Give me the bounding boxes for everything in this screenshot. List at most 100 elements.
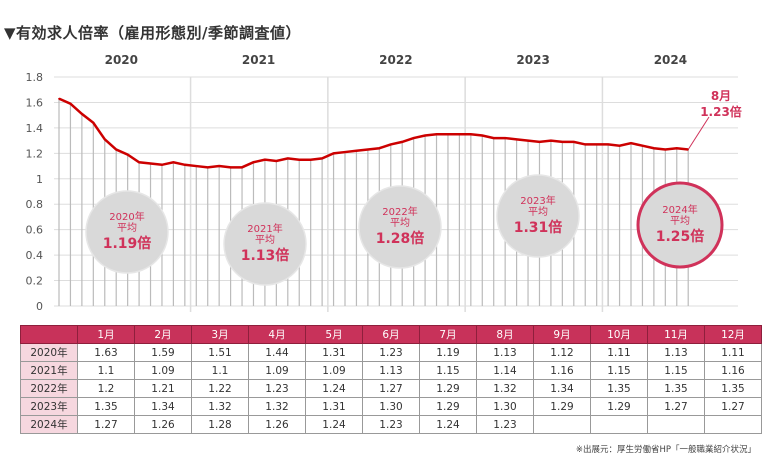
value-cell: 1.23	[362, 415, 420, 434]
value-cell: 1.15	[590, 361, 648, 380]
table-header: 1月 2月 3月 4月 5月 6月 7月 8月 9月 10月 11月 12月	[20, 325, 762, 344]
value-cell: 1.13	[647, 343, 705, 362]
value-cell	[590, 415, 648, 434]
average-year: 2024年	[662, 203, 697, 216]
value-cell: 1.44	[248, 343, 306, 362]
value-cell: 1.22	[191, 379, 249, 398]
value-cell: 1.34	[533, 379, 591, 398]
data-point	[630, 142, 632, 144]
data-point	[149, 162, 152, 165]
year-cell: 2024年	[20, 415, 78, 434]
data-point	[195, 165, 198, 167]
data-point	[550, 139, 552, 142]
y-tick-label: 0.4	[26, 249, 44, 262]
y-tick-label: 0.6	[26, 224, 44, 237]
value-cell: 1.63	[77, 343, 135, 362]
data-point	[69, 102, 72, 105]
value-cell: 1.59	[134, 343, 192, 362]
value-cell: 1.1	[77, 361, 135, 380]
average-label: 平均	[255, 234, 275, 246]
data-point	[355, 149, 358, 152]
value-cell: 1.35	[590, 379, 648, 398]
table-row: 2020年 1.63 1.59 1.51 1.44 1.31 1.23 1.19 1.13 1.1…	[20, 343, 762, 362]
value-cell: 1.16	[704, 361, 762, 380]
value-cell	[704, 415, 762, 434]
month-header: 3月	[191, 325, 249, 344]
data-point	[184, 163, 186, 166]
year-label: 2022	[379, 53, 412, 67]
year-label: 2021	[242, 53, 275, 67]
month-header: 10月	[590, 325, 648, 344]
year-cell: 2020年	[20, 343, 78, 362]
table-row: 2022年 1.2 1.21 1.22 1.23 1.24 1.27 1.29 1.32 1.34…	[20, 379, 762, 398]
value-cell: 1.32	[248, 397, 306, 416]
value-cell: 1.29	[590, 397, 648, 416]
data-point	[389, 143, 392, 146]
average-circle	[358, 185, 442, 269]
y-tick-label: 0.8	[26, 198, 44, 211]
value-cell: 1.27	[77, 415, 135, 434]
value-cell: 1.26	[248, 415, 306, 434]
value-cell	[647, 415, 705, 434]
value-cell: 1.24	[305, 415, 363, 434]
average-year: 2020年	[109, 210, 144, 223]
data-point	[492, 137, 495, 139]
data-point	[653, 147, 655, 150]
series-line	[58, 97, 689, 169]
value-cell: 1.24	[419, 415, 477, 434]
data-point	[241, 166, 243, 169]
source-note: ※出展元：厚生労働省HP「一般職業紹介状況」	[575, 445, 756, 455]
data-point	[161, 163, 163, 166]
value-cell: 1.11	[704, 343, 762, 362]
value-cell: 1.14	[476, 361, 534, 380]
year-label: 2023	[516, 53, 549, 67]
data-point	[103, 138, 106, 141]
y-tick-label: 0	[36, 300, 43, 313]
value-cell: 1.31	[305, 343, 363, 362]
y-tick-label: 1.4	[26, 122, 44, 135]
data-point	[275, 160, 278, 162]
y-tick-label: 1.6	[26, 96, 44, 109]
value-cell: 1.32	[476, 379, 534, 398]
value-cell: 1.51	[191, 343, 249, 362]
value-cell: 1.27	[362, 379, 420, 398]
month-header: 2月	[134, 325, 192, 344]
table-row: 2021年 1.1 1.09 1.1 1.09 1.09 1.13 1.15 1.14 1.16 1…	[20, 361, 762, 380]
value-cell: 1.12	[533, 343, 591, 362]
data-table: 1月 2月 3月 4月 5月 6月 7月 8月 9月 10月 11月 12月 2020年 1.63 1.59…	[20, 325, 762, 434]
data-point	[447, 133, 449, 136]
average-value: 1.25倍	[656, 228, 705, 245]
average-label: 平均	[528, 206, 548, 218]
value-cell: 1.11	[590, 343, 648, 362]
month-header: 11月	[647, 325, 705, 344]
data-point	[641, 144, 644, 147]
average-circle	[636, 181, 724, 269]
value-cell: 1.13	[476, 343, 534, 362]
data-point	[344, 151, 346, 153]
data-point	[92, 122, 95, 124]
data-point	[504, 137, 506, 139]
data-point	[435, 133, 438, 136]
average-label: 平均	[670, 215, 690, 227]
data-point	[401, 141, 404, 143]
data-point	[538, 141, 541, 143]
data-point	[264, 158, 266, 161]
data-point	[332, 152, 335, 155]
value-cell: 1.23	[248, 379, 306, 398]
annotation-value: 1.23倍	[700, 104, 742, 119]
value-cell: 1.26	[134, 415, 192, 434]
data-point	[584, 143, 587, 146]
value-cell: 1.30	[362, 397, 420, 416]
month-header: 4月	[248, 325, 306, 344]
value-cell: 1.29	[419, 397, 477, 416]
line-chart: 0 0.2 0.4 0.6 0.8 1 1.2 1.4 1.6 1.8 2020 2021 2022 20…	[26, 53, 742, 313]
page-title: ▼有効求人倍率（雇用形態別/季節調査値）	[4, 24, 302, 42]
data-point	[367, 148, 369, 151]
value-cell: 1.13	[362, 361, 420, 380]
value-cell: 1.1	[191, 361, 249, 380]
year-cell: 2021年	[20, 361, 78, 380]
value-cell: 1.15	[419, 361, 477, 380]
data-point	[607, 143, 609, 146]
month-header: 9月	[533, 325, 591, 344]
